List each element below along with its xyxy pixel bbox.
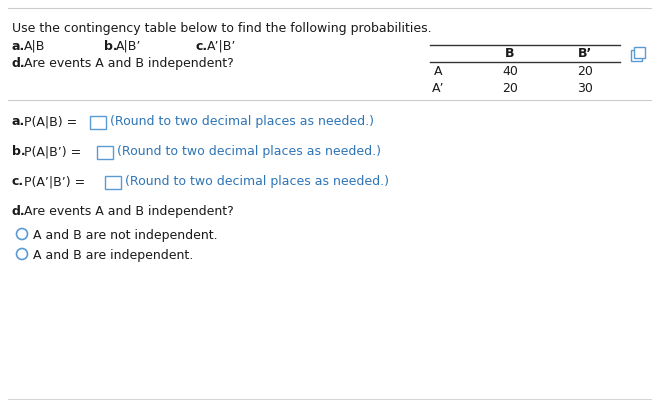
Text: 20: 20 xyxy=(577,65,593,78)
Text: B’: B’ xyxy=(578,47,592,60)
Text: Are events A and B independent?: Are events A and B independent? xyxy=(24,205,234,218)
Text: P(A|B) =: P(A|B) = xyxy=(24,115,77,128)
Text: a.: a. xyxy=(12,40,25,53)
Text: c.: c. xyxy=(196,40,208,53)
Text: (Round to two decimal places as needed.): (Round to two decimal places as needed.) xyxy=(117,145,381,158)
Text: 40: 40 xyxy=(502,65,518,78)
FancyBboxPatch shape xyxy=(631,50,642,61)
Text: a.: a. xyxy=(12,115,25,128)
Text: Use the contingency table below to find the following probabilities.: Use the contingency table below to find … xyxy=(12,22,432,35)
Text: 30: 30 xyxy=(577,82,593,95)
Text: Are events A and B independent?: Are events A and B independent? xyxy=(24,57,234,70)
FancyBboxPatch shape xyxy=(634,47,645,58)
Text: B: B xyxy=(505,47,515,60)
Text: A|B’: A|B’ xyxy=(116,40,142,53)
Text: P(A’|B’) =: P(A’|B’) = xyxy=(24,175,85,188)
Text: d.: d. xyxy=(12,57,26,70)
FancyBboxPatch shape xyxy=(90,116,106,129)
Circle shape xyxy=(16,229,28,239)
Text: P(A|B’) =: P(A|B’) = xyxy=(24,145,81,158)
Text: A: A xyxy=(434,65,442,78)
Text: c.: c. xyxy=(12,175,24,188)
Text: (Round to two decimal places as needed.): (Round to two decimal places as needed.) xyxy=(125,175,389,188)
Text: A and B are independent.: A and B are independent. xyxy=(33,249,193,262)
Text: (Round to two decimal places as needed.): (Round to two decimal places as needed.) xyxy=(110,115,374,128)
FancyBboxPatch shape xyxy=(105,176,121,189)
Text: A|B: A|B xyxy=(24,40,45,53)
Text: A’: A’ xyxy=(432,82,444,95)
Text: b.: b. xyxy=(104,40,117,53)
Circle shape xyxy=(16,249,28,260)
Text: A and B are not independent.: A and B are not independent. xyxy=(33,229,217,242)
FancyBboxPatch shape xyxy=(97,146,113,159)
Text: 20: 20 xyxy=(502,82,518,95)
Text: d.: d. xyxy=(12,205,26,218)
Text: b.: b. xyxy=(12,145,26,158)
Text: A’|B’: A’|B’ xyxy=(207,40,237,53)
